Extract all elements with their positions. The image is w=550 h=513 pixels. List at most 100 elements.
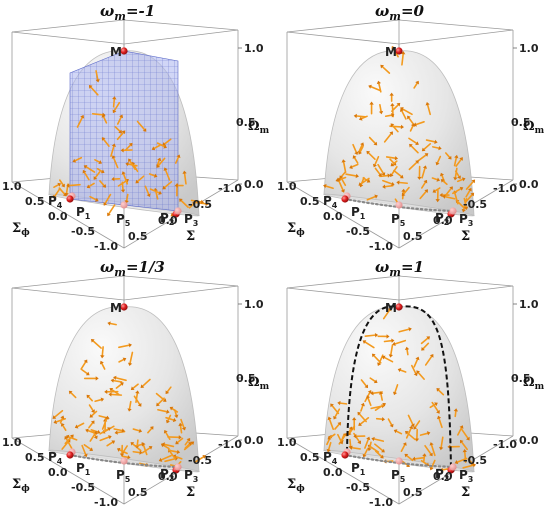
arrow-head: [141, 442, 145, 447]
omega-axis-label-sub: m: [260, 126, 270, 136]
arrow-head: [415, 141, 419, 146]
arrow-head: [104, 389, 108, 395]
arrow-shaft: [392, 160, 398, 166]
sigma-phi-axis-label-main: Σ: [287, 221, 296, 236]
arrow-shaft: [366, 195, 376, 201]
arrow-shaft: [53, 184, 60, 188]
arrow-head: [93, 435, 98, 440]
arrow-shaft: [424, 444, 432, 455]
sigma-tick-label: 0.0: [433, 214, 453, 227]
arrow-head: [178, 422, 183, 427]
panel-title: ωm=1/3: [100, 258, 165, 279]
sigma-phi-tick-label: 1.0: [2, 436, 22, 449]
arrow-shaft: [129, 160, 136, 171]
arrow-head: [373, 379, 378, 384]
critical-point: [395, 457, 403, 465]
sigma-phi-tick-label: 1.0: [277, 180, 297, 193]
sigma-tick-label: 0.5: [403, 230, 423, 243]
sigma-tick-label: -0.5: [188, 198, 212, 211]
arrow-head: [389, 92, 394, 96]
arrow-head: [372, 163, 377, 168]
arrow-shaft: [360, 177, 370, 185]
arrow-shaft: [426, 104, 432, 116]
arrow-head: [60, 415, 65, 420]
arrow-shaft: [114, 126, 121, 133]
arrow-shaft: [164, 457, 176, 463]
omega-tick-label: 0.0: [244, 178, 264, 191]
arrow-shaft: [389, 158, 396, 165]
arrow-head: [85, 428, 89, 433]
arrow-shaft: [83, 444, 92, 450]
omega-axis-label: Ωm: [523, 375, 545, 392]
arrow-head: [454, 460, 459, 465]
arrow-head: [442, 194, 446, 199]
panel-1: MP1 P2 P3P4P5ωm=-11.00.50.0Ωm1.00.50.0-0.5…: [2, 2, 270, 253]
arrow-shaft: [157, 408, 168, 413]
arrow-shaft: [360, 379, 367, 387]
arrow-head: [128, 343, 132, 348]
arrow-head: [52, 415, 57, 419]
title-sub: m: [389, 10, 401, 23]
arrow-shaft: [430, 444, 436, 457]
omega-axis-label-main: Ω: [523, 375, 535, 390]
point-label: P5: [116, 468, 131, 484]
arrow-shaft: [417, 371, 425, 380]
arrow-shaft: [160, 454, 172, 461]
arrow-head: [112, 96, 117, 100]
arrow-head: [362, 453, 367, 458]
arrow-head: [128, 142, 133, 147]
point-label: P2: [435, 467, 449, 483]
point-label: P3: [184, 468, 198, 484]
arrow-shaft: [370, 85, 381, 92]
arrow-head: [404, 431, 409, 435]
arrow-head: [111, 155, 116, 159]
box-top-front: [286, 285, 514, 301]
arrow-head: [118, 129, 123, 134]
point-label-main: P: [459, 468, 468, 482]
sigma-phi-tick-label: -1.0: [369, 496, 393, 509]
sigma-tick-label: 0.5: [128, 230, 148, 243]
arrow-shaft: [384, 114, 393, 118]
arrow-head: [64, 192, 69, 197]
point-label-sub: 2: [169, 474, 175, 483]
arrow-shaft: [118, 344, 130, 349]
arrow-head: [102, 112, 106, 117]
arrow-shaft: [377, 163, 385, 175]
arrow-shaft: [463, 451, 467, 463]
arrow-shaft: [180, 418, 185, 429]
arrow-shaft: [91, 113, 104, 116]
box-top-front: [286, 29, 514, 45]
box-top-front: [11, 285, 239, 301]
arrow-shaft: [165, 416, 175, 421]
arrow-head: [135, 390, 140, 394]
arrow-shaft: [445, 152, 451, 159]
arrow-head: [387, 173, 391, 178]
arrow-shaft: [334, 423, 340, 430]
arrow-head: [417, 176, 422, 180]
arrow-shaft: [113, 101, 121, 112]
omega-tick-label: 1.0: [519, 298, 539, 311]
sigma-phi-tick-label: 1.0: [2, 180, 22, 193]
arrow-head: [382, 184, 386, 189]
sigma-phi-tick-label: 0.5: [25, 195, 45, 208]
arrow-head: [158, 457, 163, 462]
arrow-head: [121, 171, 126, 175]
point-label: P2: [435, 211, 449, 227]
arrow-shaft: [102, 116, 108, 124]
arrow-head: [53, 194, 57, 199]
arrow-shaft: [96, 168, 103, 173]
point-label: P4: [48, 450, 63, 466]
arrow-shaft: [383, 132, 392, 143]
arrow-shaft: [135, 392, 139, 404]
omega-axis-label-main: Ω: [523, 119, 535, 134]
arrow-shaft: [400, 444, 406, 453]
arrow-head: [371, 353, 376, 358]
arrow-shaft: [59, 417, 64, 424]
arrow-head: [366, 436, 371, 441]
arrow-head: [162, 185, 167, 190]
arrow-head: [413, 425, 418, 430]
arrow-shaft: [76, 116, 83, 128]
arrow-head: [424, 189, 429, 194]
arrow-head: [436, 177, 441, 182]
sigma-phi-axis-label: Σϕ: [12, 221, 30, 238]
